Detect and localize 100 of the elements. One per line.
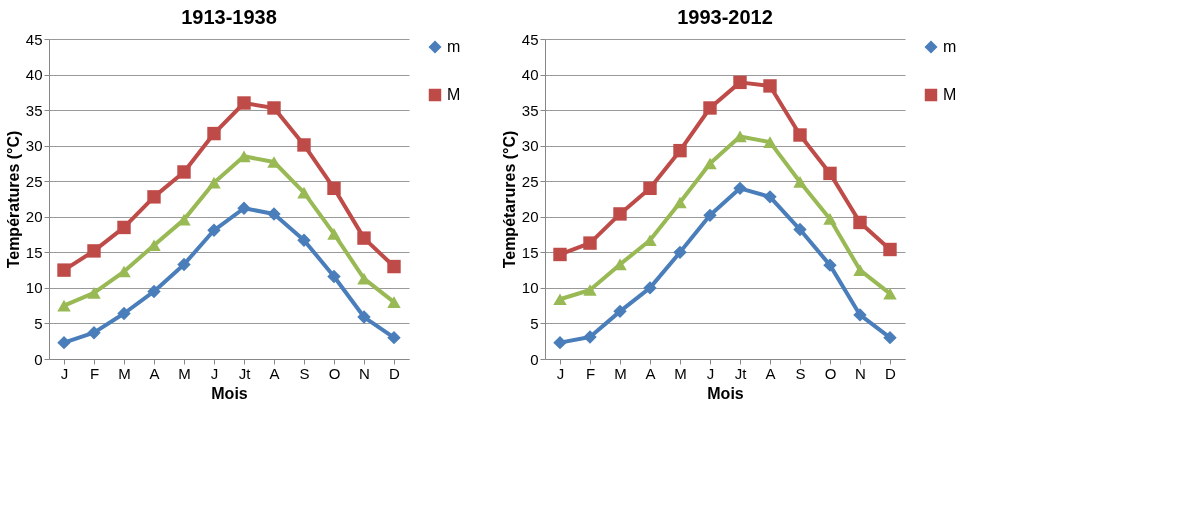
- y-tick-label: 5: [34, 314, 43, 332]
- y-tick-label: 30: [25, 137, 43, 155]
- y-tick-label: 30: [521, 137, 539, 155]
- legend-label: M: [447, 86, 461, 103]
- point: [297, 233, 311, 247]
- point: [327, 181, 341, 196]
- point: [703, 101, 717, 115]
- point: [733, 181, 747, 196]
- y-tick-label: 5: [530, 314, 539, 332]
- point: [237, 96, 251, 110]
- point: [823, 258, 837, 272]
- point: [267, 101, 281, 115]
- point: [703, 157, 717, 170]
- y-axis-title: Températures (°C): [4, 130, 22, 269]
- point: [177, 257, 191, 272]
- x-tick-label: Jt: [734, 364, 748, 382]
- point: [853, 308, 867, 322]
- point: [57, 335, 71, 350]
- x-tick-label: N: [359, 364, 370, 382]
- point: [147, 284, 161, 299]
- point: [613, 304, 627, 319]
- point: [823, 213, 837, 225]
- x-axis-title: Mois: [707, 384, 744, 402]
- point: [237, 201, 251, 215]
- x-tick-label: A: [149, 364, 160, 382]
- point: [177, 165, 191, 179]
- y-axis-title: Tempétarures (°C): [500, 130, 518, 269]
- point: [267, 156, 281, 168]
- x-tick-label: D: [885, 364, 897, 382]
- point: [207, 126, 221, 141]
- point: [357, 310, 371, 324]
- point: [87, 325, 101, 340]
- legend-label: M: [943, 86, 957, 103]
- y-tick-label: 20: [25, 208, 43, 226]
- point: [673, 245, 687, 260]
- y-tick-label: 0: [34, 350, 43, 368]
- x-tick-label: A: [269, 364, 280, 382]
- point: [793, 222, 807, 237]
- x-axis-title: Mois: [211, 384, 248, 402]
- point: [267, 207, 281, 221]
- x-tick-label: J: [210, 364, 219, 382]
- y-tick-label: 0: [530, 350, 539, 368]
- point: [553, 335, 567, 350]
- point: [583, 236, 597, 250]
- y-tick-label: 15: [521, 243, 539, 261]
- point: [703, 208, 717, 223]
- x-tick-label: A: [765, 364, 776, 382]
- point: [357, 231, 371, 245]
- x-tick-label: J: [556, 364, 565, 382]
- point: [87, 287, 101, 299]
- point: [583, 330, 597, 344]
- y-tick-label: 10: [25, 279, 43, 297]
- point: [793, 176, 807, 188]
- legend-label: m: [447, 38, 461, 55]
- x-tick-label: S: [299, 364, 310, 382]
- x-tick-label: F: [89, 364, 100, 382]
- x-tick-label: M: [178, 364, 191, 382]
- point: [613, 207, 627, 221]
- point: [793, 128, 807, 142]
- point: [387, 296, 401, 308]
- x-tick-label: S: [795, 364, 806, 382]
- x-tick-label: D: [389, 364, 401, 382]
- x-tick-label: J: [60, 364, 69, 382]
- point: [297, 138, 311, 152]
- point: [207, 223, 221, 237]
- point: [613, 258, 627, 271]
- point: [117, 220, 131, 235]
- point: [327, 228, 341, 240]
- x-tick-label: N: [855, 364, 866, 382]
- y-tick-label: 25: [521, 172, 539, 190]
- point: [387, 259, 401, 274]
- point: [763, 79, 777, 93]
- y-tick-label: 20: [521, 208, 539, 226]
- point: [853, 215, 867, 230]
- x-tick-label: F: [585, 364, 596, 382]
- y-tick-label: 35: [521, 101, 539, 119]
- point: [387, 330, 401, 345]
- y-tick-label: 25: [25, 172, 43, 190]
- point: [643, 281, 657, 295]
- x-tick-label: M: [614, 364, 627, 382]
- point: [553, 293, 567, 306]
- point: [237, 150, 251, 163]
- y-tick-label: 10: [521, 279, 539, 297]
- x-tick-label: J: [706, 364, 715, 382]
- y-tick-label: 40: [25, 66, 43, 84]
- point: [883, 287, 897, 300]
- y-tick-label: 45: [25, 30, 43, 48]
- point: [733, 130, 747, 143]
- x-tick-label: O: [328, 364, 341, 382]
- point: [553, 247, 567, 262]
- point: [763, 190, 777, 204]
- point: [643, 234, 657, 247]
- chart-title: 1993-2012: [677, 6, 773, 28]
- chart-title: 1913-1938: [181, 6, 277, 28]
- y-tick-label: 40: [521, 66, 539, 84]
- point: [883, 242, 897, 257]
- point: [357, 272, 371, 285]
- point: [643, 181, 657, 196]
- point: [327, 269, 341, 284]
- point: [883, 330, 897, 345]
